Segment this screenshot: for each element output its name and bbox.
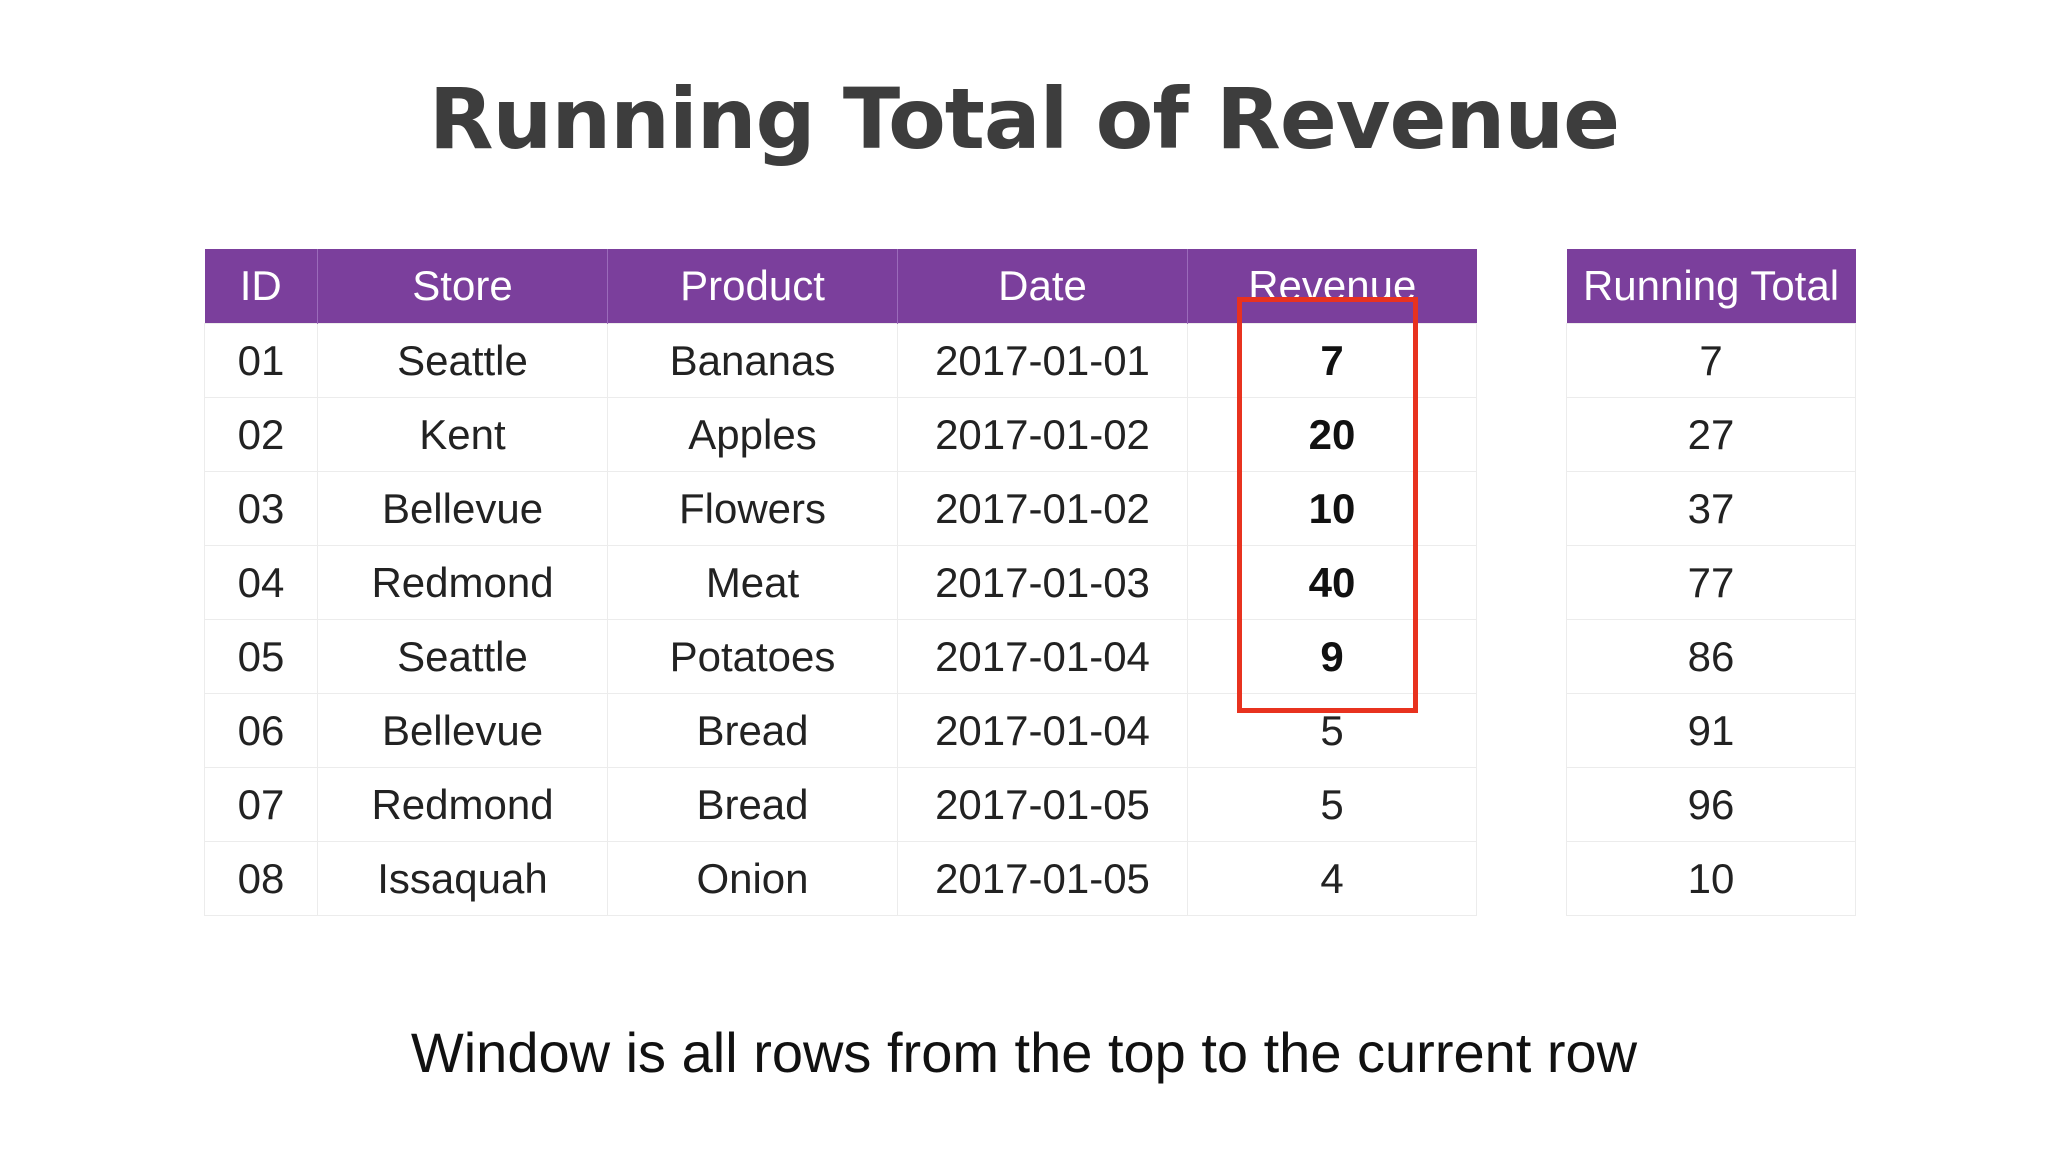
cell-store: Kent — [317, 397, 608, 472]
cell-id: 06 — [204, 693, 318, 768]
running-total-header-row: Running Total — [1566, 249, 1856, 324]
running-total-table: Running Total 7 27 37 77 86 91 96 10 — [1566, 249, 1856, 916]
revenue-table: ID Store Product Date Revenue 01 Seattle… — [204, 249, 1477, 916]
cell-store: Bellevue — [317, 471, 608, 546]
cell-revenue: 5 — [1187, 693, 1477, 768]
table-row: 06 Bellevue Bread 2017-01-04 5 — [204, 693, 1477, 768]
header-store: Store — [317, 249, 608, 324]
cell-date: 2017-01-04 — [897, 619, 1188, 694]
table-header-row: ID Store Product Date Revenue — [204, 249, 1477, 324]
cell-running-total: 27 — [1566, 397, 1856, 472]
cell-date: 2017-01-05 — [897, 841, 1188, 916]
cell-running-total: 7 — [1566, 323, 1856, 398]
table-row: 04 Redmond Meat 2017-01-03 40 — [204, 545, 1477, 620]
table-row: 91 — [1566, 693, 1856, 768]
cell-revenue: 20 — [1187, 397, 1477, 472]
table-row: 27 — [1566, 397, 1856, 472]
cell-running-total: 96 — [1566, 767, 1856, 842]
cell-date: 2017-01-02 — [897, 397, 1188, 472]
cell-id: 07 — [204, 767, 318, 842]
header-running-total: Running Total — [1566, 249, 1856, 324]
header-id: ID — [204, 249, 318, 324]
cell-revenue: 4 — [1187, 841, 1477, 916]
cell-store: Redmond — [317, 767, 608, 842]
cell-revenue: 10 — [1187, 471, 1477, 546]
cell-store: Bellevue — [317, 693, 608, 768]
table-row: 7 — [1566, 323, 1856, 398]
cell-id: 08 — [204, 841, 318, 916]
cell-revenue: 7 — [1187, 323, 1477, 398]
header-product: Product — [607, 249, 898, 324]
table-row: 96 — [1566, 767, 1856, 842]
table-row: 08 Issaquah Onion 2017-01-05 4 — [204, 841, 1477, 916]
cell-date: 2017-01-01 — [897, 323, 1188, 398]
cell-running-total: 86 — [1566, 619, 1856, 694]
table-row: 05 Seattle Potatoes 2017-01-04 9 — [204, 619, 1477, 694]
table-row: 03 Bellevue Flowers 2017-01-02 10 — [204, 471, 1477, 546]
slide-caption: Window is all rows from the top to the c… — [410, 1021, 1638, 1084]
cell-product: Bread — [607, 767, 898, 842]
cell-product: Apples — [607, 397, 898, 472]
cell-store: Seattle — [317, 619, 608, 694]
cell-product: Onion — [607, 841, 898, 916]
slide-title: Running Total of Revenue — [428, 70, 1620, 168]
table-row: 37 — [1566, 471, 1856, 546]
cell-running-total: 91 — [1566, 693, 1856, 768]
cell-running-total: 10 — [1566, 841, 1856, 916]
table-row: 77 — [1566, 545, 1856, 620]
cell-date: 2017-01-03 — [897, 545, 1188, 620]
cell-id: 02 — [204, 397, 318, 472]
cell-id: 01 — [204, 323, 318, 398]
cell-date: 2017-01-04 — [897, 693, 1188, 768]
table-row: 02 Kent Apples 2017-01-02 20 — [204, 397, 1477, 472]
header-date: Date — [897, 249, 1188, 324]
table-row: 10 — [1566, 841, 1856, 916]
cell-product: Bread — [607, 693, 898, 768]
cell-revenue: 9 — [1187, 619, 1477, 694]
cell-revenue: 5 — [1187, 767, 1477, 842]
table-row: 01 Seattle Bananas 2017-01-01 7 — [204, 323, 1477, 398]
cell-product: Bananas — [607, 323, 898, 398]
cell-product: Flowers — [607, 471, 898, 546]
cell-id: 05 — [204, 619, 318, 694]
cell-date: 2017-01-02 — [897, 471, 1188, 546]
table-row: 86 — [1566, 619, 1856, 694]
cell-running-total: 77 — [1566, 545, 1856, 620]
cell-product: Potatoes — [607, 619, 898, 694]
table-row: 07 Redmond Bread 2017-01-05 5 — [204, 767, 1477, 842]
cell-id: 03 — [204, 471, 318, 546]
cell-date: 2017-01-05 — [897, 767, 1188, 842]
cell-product: Meat — [607, 545, 898, 620]
cell-id: 04 — [204, 545, 318, 620]
cell-revenue: 40 — [1187, 545, 1477, 620]
cell-store: Issaquah — [317, 841, 608, 916]
cell-store: Seattle — [317, 323, 608, 398]
header-revenue: Revenue — [1187, 249, 1477, 324]
cell-running-total: 37 — [1566, 471, 1856, 546]
cell-store: Redmond — [317, 545, 608, 620]
